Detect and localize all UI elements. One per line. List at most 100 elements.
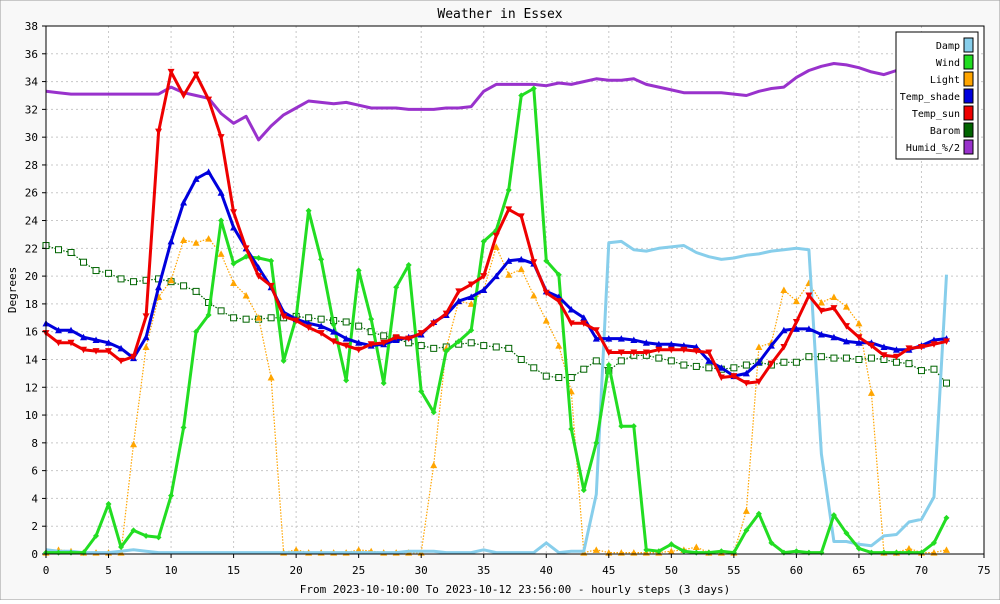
data-point xyxy=(217,134,225,141)
data-point xyxy=(80,258,88,266)
data-point xyxy=(317,315,325,323)
y-tick-label: 16 xyxy=(25,326,38,339)
data-point xyxy=(168,492,175,499)
data-point xyxy=(367,341,375,348)
plot-area xyxy=(46,26,984,554)
data-point xyxy=(180,92,188,99)
data-point xyxy=(742,361,750,369)
data-point xyxy=(518,92,525,99)
data-point xyxy=(255,255,262,262)
data-point xyxy=(105,500,112,507)
data-point xyxy=(792,325,800,332)
data-point xyxy=(267,314,275,322)
series-temp-sun xyxy=(42,68,950,387)
data-point xyxy=(830,512,837,519)
data-point xyxy=(692,348,700,355)
data-point xyxy=(480,238,487,245)
data-point xyxy=(430,461,438,469)
data-point xyxy=(380,339,388,347)
data-point xyxy=(592,546,600,553)
data-point xyxy=(217,250,225,257)
y-tick-label: 30 xyxy=(25,131,38,144)
data-point xyxy=(418,388,425,395)
data-point xyxy=(342,335,350,342)
data-point xyxy=(680,346,688,354)
data-point xyxy=(492,272,500,280)
data-point xyxy=(655,340,663,348)
data-point xyxy=(555,374,563,382)
legend-swatch xyxy=(963,105,974,121)
y-tick-label: 10 xyxy=(25,409,38,422)
data-point xyxy=(667,357,675,365)
data-point xyxy=(118,544,125,551)
data-point xyxy=(930,341,938,348)
data-point xyxy=(130,440,138,448)
data-point xyxy=(342,342,350,350)
legend-label: Wind xyxy=(936,58,960,69)
data-point xyxy=(205,96,213,104)
data-point xyxy=(442,310,450,318)
x-tick-label: 0 xyxy=(43,564,50,577)
y-tick-label: 8 xyxy=(31,437,38,450)
data-point xyxy=(193,328,200,335)
legend-swatch xyxy=(963,54,974,70)
data-point xyxy=(817,330,825,338)
data-point xyxy=(130,278,138,286)
data-point xyxy=(330,321,337,328)
data-point xyxy=(530,85,537,92)
tick-labels: 0 5 10 15 20 25 30 35 40 45 50 55 60 65 70 750246810121… xyxy=(25,20,991,577)
y-tick-label: 6 xyxy=(31,465,38,478)
data-point xyxy=(580,487,587,494)
data-point xyxy=(405,335,413,343)
data-point xyxy=(717,364,725,371)
x-tick-label: 5 xyxy=(105,564,112,577)
data-point xyxy=(542,289,550,297)
y-tick-label: 36 xyxy=(25,48,38,61)
data-point xyxy=(143,532,150,539)
data-point xyxy=(705,364,713,372)
data-point xyxy=(543,257,550,264)
data-point xyxy=(630,423,637,430)
data-point xyxy=(768,539,775,546)
legend-label: Barom xyxy=(930,126,960,137)
data-point xyxy=(930,539,937,546)
x-tick-label: 60 xyxy=(790,564,803,577)
data-point xyxy=(643,546,650,553)
data-point xyxy=(405,261,412,268)
data-point xyxy=(92,348,100,355)
data-point xyxy=(280,313,288,320)
data-point xyxy=(605,335,613,342)
data-point xyxy=(192,287,200,295)
data-point xyxy=(355,339,363,346)
data-point xyxy=(192,239,200,246)
data-point xyxy=(443,348,450,355)
data-point xyxy=(117,357,125,365)
data-point xyxy=(593,439,600,446)
data-point xyxy=(393,284,400,291)
data-point xyxy=(167,276,175,284)
data-point xyxy=(505,344,513,352)
grid-lines xyxy=(46,26,984,554)
data-point xyxy=(805,292,813,300)
legend-swatch xyxy=(963,37,974,53)
legend: Damp Wind Light Temp_shade Temp_sun Barom Humi… xyxy=(895,31,979,160)
data-point xyxy=(267,282,275,290)
data-point xyxy=(792,358,800,366)
data-point xyxy=(192,71,200,79)
data-point xyxy=(205,168,213,175)
data-point xyxy=(780,343,788,351)
x-tick-label: 70 xyxy=(915,564,928,577)
data-point xyxy=(142,333,150,341)
x-tick-label: 30 xyxy=(415,564,428,577)
data-point xyxy=(430,320,438,327)
data-point xyxy=(355,322,363,330)
data-point xyxy=(155,128,163,136)
data-point xyxy=(55,246,63,254)
plot-frame xyxy=(45,25,985,555)
data-point xyxy=(467,293,475,300)
legend-label: Temp_shade xyxy=(900,92,960,103)
data-point xyxy=(742,380,750,387)
x-tick-label: 20 xyxy=(290,564,303,577)
data-point xyxy=(542,372,550,380)
